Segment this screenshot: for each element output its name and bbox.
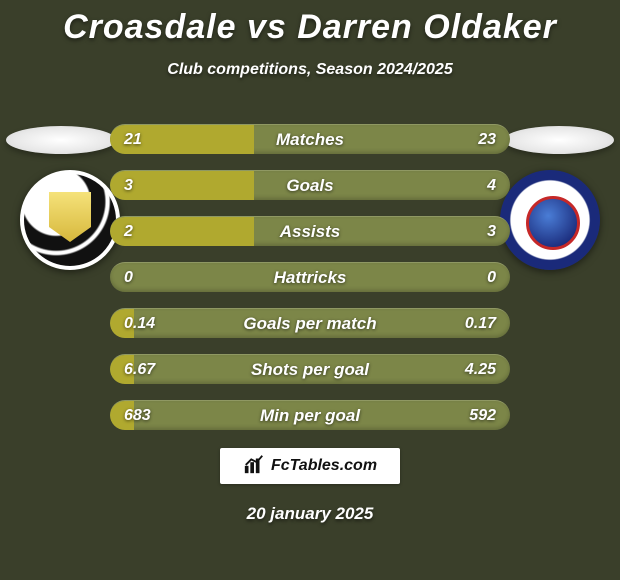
stat-label: Min per goal [110,401,510,430]
stat-value-right: 4 [487,171,496,200]
stat-row: 0Hattricks0 [110,262,510,292]
stat-row: 2Assists3 [110,216,510,246]
footer-date: 20 january 2025 [0,504,620,524]
brand-badge: FcTables.com [220,448,400,484]
stat-label: Goals per match [110,309,510,338]
stat-label: Hattricks [110,263,510,292]
stat-row: 3Goals4 [110,170,510,200]
stat-label: Matches [110,125,510,154]
stat-row: 683Min per goal592 [110,400,510,430]
decorative-ellipse-right [504,126,614,154]
stat-value-right: 0.17 [465,309,496,338]
stat-label: Shots per goal [110,355,510,384]
stat-value-right: 592 [469,401,496,430]
stat-row: 6.67Shots per goal4.25 [110,354,510,384]
page-title: Croasdale vs Darren Oldaker [0,0,620,47]
stat-value-right: 3 [487,217,496,246]
stat-row: 21Matches23 [110,124,510,154]
chart-icon [243,453,265,480]
stat-label: Goals [110,171,510,200]
club-badge-left [20,170,120,270]
stat-value-right: 4.25 [465,355,496,384]
decorative-ellipse-left [6,126,116,154]
stat-label: Assists [110,217,510,246]
stats-container: 21Matches233Goals42Assists30Hattricks00.… [110,124,510,430]
page-subtitle: Club competitions, Season 2024/2025 [0,61,620,79]
stat-row: 0.14Goals per match0.17 [110,308,510,338]
stat-value-right: 23 [478,125,496,154]
stat-value-right: 0 [487,263,496,292]
club-badge-right [500,170,600,270]
brand-text: FcTables.com [271,457,377,475]
